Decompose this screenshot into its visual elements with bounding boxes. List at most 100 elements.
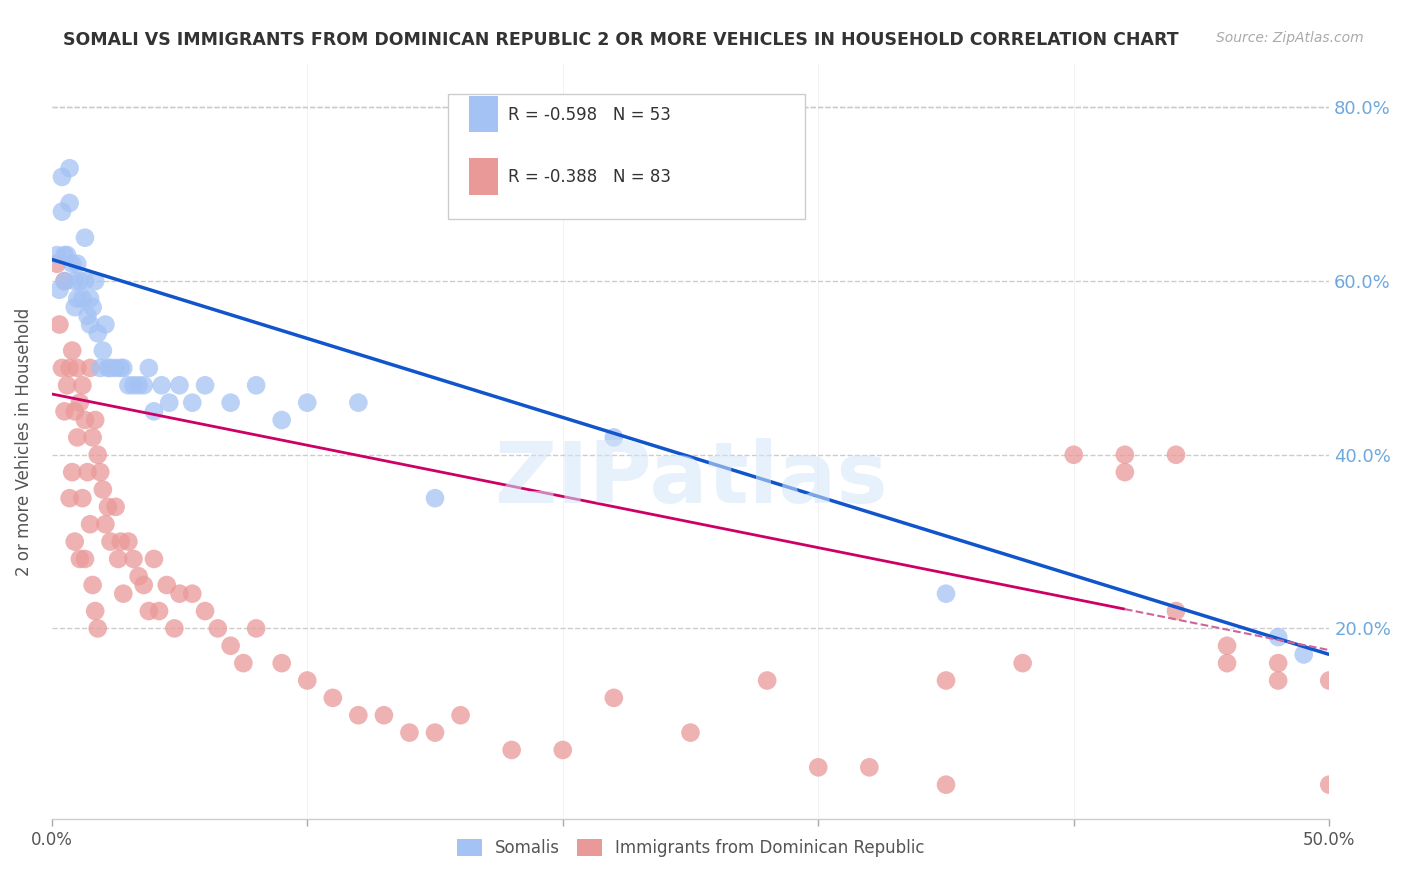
Point: [423, 725, 446, 739]
Point: [157, 395, 180, 409]
Point: [76, 309, 98, 323]
Point: [551, 743, 574, 757]
Point: [79, 517, 101, 532]
Point: [807, 760, 830, 774]
Point: [56, 378, 79, 392]
Point: [91, 483, 114, 497]
Point: [1114, 448, 1136, 462]
Text: ZIPatlas: ZIPatlas: [494, 438, 887, 521]
Point: [45, 257, 67, 271]
Point: [45, 248, 67, 262]
Point: [82, 578, 104, 592]
Point: [60, 343, 83, 358]
Point: [1063, 448, 1085, 462]
Point: [181, 395, 204, 409]
Point: [245, 621, 267, 635]
Point: [97, 360, 120, 375]
Point: [132, 578, 155, 592]
Point: [858, 760, 880, 774]
Point: [194, 604, 217, 618]
Text: SOMALI VS IMMIGRANTS FROM DOMINICAN REPUBLIC 2 OR MORE VEHICLES IN HOUSEHOLD COR: SOMALI VS IMMIGRANTS FROM DOMINICAN REPU…: [63, 31, 1178, 49]
Point: [79, 292, 101, 306]
Point: [297, 673, 319, 688]
Point: [935, 587, 957, 601]
Point: [59, 491, 82, 505]
Point: [1011, 656, 1033, 670]
Point: [87, 326, 110, 341]
Point: [398, 725, 420, 739]
Point: [73, 413, 96, 427]
Point: [1114, 465, 1136, 479]
Y-axis label: 2 or more Vehicles in Household: 2 or more Vehicles in Household: [15, 308, 32, 576]
Point: [142, 552, 165, 566]
Point: [347, 395, 370, 409]
Point: [270, 413, 292, 427]
Point: [150, 378, 173, 392]
Point: [1317, 778, 1340, 792]
Point: [373, 708, 395, 723]
Point: [112, 360, 135, 375]
Point: [100, 534, 122, 549]
Point: [100, 360, 122, 375]
Point: [63, 404, 86, 418]
Point: [59, 196, 82, 211]
Point: [110, 360, 132, 375]
Point: [935, 673, 957, 688]
Point: [87, 448, 110, 462]
Point: [1292, 648, 1315, 662]
Point: [63, 300, 86, 314]
Point: [59, 360, 82, 375]
Point: [53, 274, 76, 288]
Point: [347, 708, 370, 723]
Point: [1317, 673, 1340, 688]
Point: [72, 491, 94, 505]
Point: [73, 230, 96, 244]
Point: [48, 318, 70, 332]
Point: [181, 587, 204, 601]
Point: [142, 404, 165, 418]
Point: [163, 621, 186, 635]
Point: [48, 283, 70, 297]
Point: [56, 248, 79, 262]
Point: [91, 343, 114, 358]
Point: [79, 360, 101, 375]
Point: [69, 274, 91, 288]
Point: [53, 248, 76, 262]
Point: [63, 274, 86, 288]
Point: [73, 552, 96, 566]
Point: [84, 274, 107, 288]
Point: [207, 621, 229, 635]
Point: [51, 169, 73, 184]
Point: [51, 360, 73, 375]
FancyBboxPatch shape: [470, 159, 498, 194]
Point: [66, 430, 89, 444]
Point: [1216, 656, 1239, 670]
Point: [59, 161, 82, 176]
Point: [169, 587, 191, 601]
Point: [72, 378, 94, 392]
Point: [245, 378, 267, 392]
Point: [132, 378, 155, 392]
Point: [679, 725, 702, 739]
Point: [53, 274, 76, 288]
Point: [138, 604, 160, 618]
Point: [69, 552, 91, 566]
Point: [148, 604, 170, 618]
Point: [97, 500, 120, 514]
Point: [66, 292, 89, 306]
Point: [72, 292, 94, 306]
Point: [1267, 656, 1289, 670]
Point: [1267, 630, 1289, 644]
Point: [104, 500, 127, 514]
Point: [156, 578, 179, 592]
Point: [122, 378, 145, 392]
Point: [128, 569, 150, 583]
Point: [94, 517, 117, 532]
Point: [89, 465, 111, 479]
Point: [450, 708, 472, 723]
Text: R = -0.388   N = 83: R = -0.388 N = 83: [508, 169, 671, 186]
Point: [51, 204, 73, 219]
Point: [138, 360, 160, 375]
Point: [84, 413, 107, 427]
Point: [66, 257, 89, 271]
